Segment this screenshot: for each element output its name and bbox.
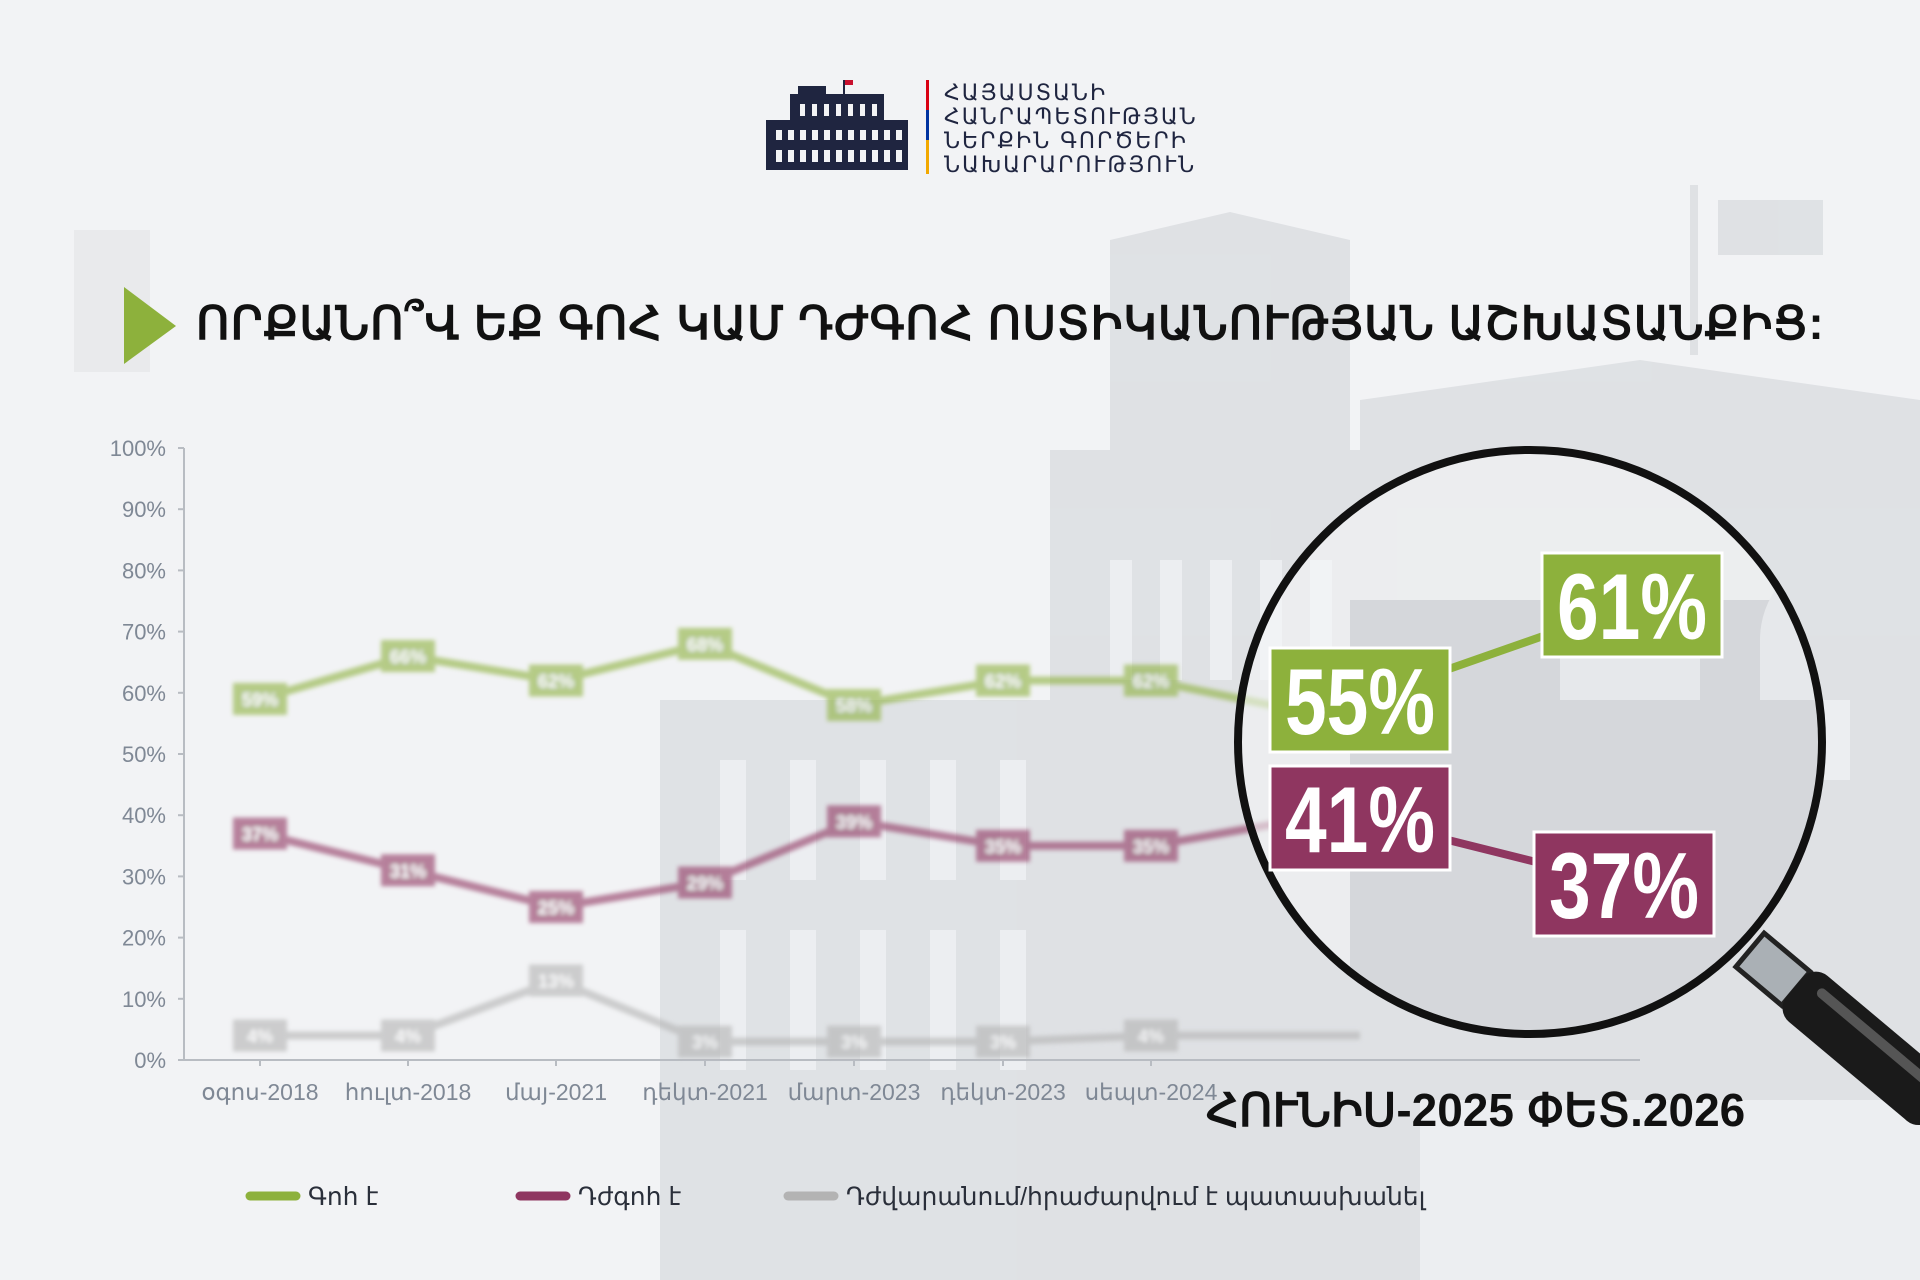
data-point-dissatisfied	[827, 805, 881, 838]
play-arrow-icon	[124, 287, 176, 364]
data-label-hard-to-say: 4%	[247, 1027, 273, 1047]
data-label-satisfied: 59%	[242, 690, 278, 710]
chart-series-magnified: 55% 61% 41% 37%	[1268, 551, 1724, 938]
data-label-satisfied: 68%	[687, 635, 723, 655]
y-tick-label: 40%	[122, 803, 166, 828]
data-point-hard-to-say	[529, 964, 583, 997]
data-label-dissatisfied: 25%	[538, 898, 574, 918]
data-label-zoom-satisfied: 61%	[1557, 554, 1707, 659]
data-point-hard-to-say	[1124, 1019, 1178, 1052]
data-label-dissatisfied: 31%	[390, 861, 426, 881]
data-point-dissatisfied	[381, 854, 435, 887]
data-point-dissatisfied	[976, 829, 1030, 862]
y-tick-label: 10%	[122, 987, 166, 1012]
armenian-flag-bar	[926, 80, 929, 174]
data-label-hard-to-say: 13%	[538, 971, 574, 991]
data-point-satisfied	[529, 664, 583, 697]
data-point-hard-to-say	[976, 1025, 1030, 1058]
data-label-hard-to-say: 3%	[692, 1033, 718, 1053]
data-point-zoom-dissatisfied	[1532, 830, 1716, 938]
data-label-zoom-satisfied: 55%	[1285, 649, 1435, 754]
x-tick-label: սեպտ-2024	[1085, 1079, 1218, 1105]
data-point-hard-to-say	[381, 1019, 435, 1052]
data-label-dissatisfied: 29%	[687, 874, 723, 894]
data-label-zoom-dissatisfied: 37%	[1549, 833, 1699, 938]
data-label-hard-to-say: 3%	[841, 1033, 867, 1053]
data-label-satisfied: 58%	[836, 696, 872, 716]
ministry-line-1: ՀԱՅԱՍՏԱՆԻ	[944, 81, 1108, 106]
data-label-hard-to-say: 3%	[990, 1033, 1016, 1053]
data-label-satisfied: 62%	[1133, 672, 1169, 692]
heading-bar	[74, 230, 176, 372]
x-axis-labels: օգոս-2018 հուլտ-2018 մայ-2021 դեկտ-2021 մարտ…	[201, 1079, 1745, 1136]
x-tick-label: օգոս-2018	[201, 1079, 318, 1105]
data-point-satisfied	[1124, 664, 1178, 697]
y-tick-label: 60%	[122, 681, 166, 706]
x-tick-label: մայ-2021	[505, 1079, 607, 1105]
ministry-line-3: ՆԵՐՔԻՆ ԳՈՐԾԵՐԻ	[944, 129, 1188, 154]
x-tick-label-highlight: ՓԵՏ.2026	[1527, 1084, 1746, 1136]
data-point-hard-to-say	[827, 1025, 881, 1058]
data-label-zoom-dissatisfied: 41%	[1285, 767, 1435, 872]
data-label-hard-to-say: 4%	[395, 1027, 421, 1047]
data-label-dissatisfied: 35%	[985, 837, 1021, 857]
legend-label-hard-to-say: Դժվարանում/հրաժարվում է պատասխանել	[846, 1183, 1427, 1211]
y-tick-label: 50%	[122, 742, 166, 767]
y-tick-label: 80%	[122, 558, 166, 583]
data-point-zoom-satisfied	[1540, 551, 1724, 659]
data-label-dissatisfied: 39%	[836, 812, 872, 832]
data-point-hard-to-say	[233, 1019, 287, 1052]
data-label-satisfied: 62%	[985, 672, 1021, 692]
data-label-hard-to-say: 4%	[1138, 1027, 1164, 1047]
data-point-satisfied	[381, 640, 435, 673]
data-label-satisfied: 66%	[390, 647, 426, 667]
data-point-satisfied	[827, 689, 881, 722]
y-tick-label: 20%	[122, 926, 166, 951]
ministry-line-2: ՀԱՆՐԱՊԵՏՈՒԹՅԱՆ	[944, 105, 1198, 130]
data-point-zoom-dissatisfied	[1268, 764, 1452, 872]
data-point-satisfied	[678, 627, 732, 660]
data-point-satisfied	[233, 682, 287, 715]
x-tick-label-highlight: ՀՈՒՆԻՍ-2025	[1206, 1084, 1514, 1136]
data-point-dissatisfied	[233, 817, 287, 850]
x-tick-label: հուլտ-2018	[345, 1079, 472, 1105]
data-point-dissatisfied	[529, 891, 583, 923]
y-tick-label: 30%	[122, 864, 166, 889]
legend: Գոհ է Դժգոհ է Դժվարանում/հրաժարվում է պատա…	[245, 1183, 1427, 1211]
data-point-zoom-satisfied	[1268, 646, 1452, 754]
chart-series-background: 59% 66% 62% 68% 58% 62% 62% 37% 31% 25% 29% 39% 35% 3…	[233, 627, 1361, 1058]
data-label-dissatisfied: 37%	[242, 825, 278, 845]
x-tick-label: մարտ-2023	[788, 1079, 921, 1105]
data-point-hard-to-say	[678, 1025, 732, 1058]
legend-label-satisfied: Գոհ է	[308, 1183, 378, 1211]
x-tick-label: դեկտ-2021	[642, 1079, 768, 1105]
y-tick-label: 70%	[122, 620, 166, 645]
data-point-satisfied	[976, 664, 1030, 697]
ministry-name: ՀԱՅԱՍՏԱՆԻ ՀԱՆՐԱՊԵՏՈՒԹՅԱՆ ՆԵՐՔԻՆ ԳՈՐԾԵՐԻ …	[944, 82, 1198, 178]
y-tick-label: 0%	[134, 1048, 166, 1073]
ministry-logo-icon	[766, 80, 908, 170]
question-title: ՈՐՔԱՆՈ՞Վ ԵՔ ԳՈՀ ԿԱՄ ԴԺԳՈՀ ՈՍՏԻԿԱՆՈՒԹՅԱՆ …	[196, 297, 1825, 349]
data-label-dissatisfied: 35%	[1133, 837, 1169, 857]
data-label-satisfied: 62%	[538, 672, 574, 692]
y-tick-label: 90%	[122, 497, 166, 522]
data-point-dissatisfied	[1124, 829, 1178, 862]
legend-label-dissatisfied: Դժգոհ է	[578, 1183, 681, 1211]
chart-axes: 0% 10% 20% 30% 40% 50% 60% 70% 80% 90% 100%	[110, 436, 1640, 1073]
data-point-dissatisfied	[678, 866, 732, 899]
y-tick-label: 100%	[110, 436, 166, 461]
ministry-line-4: ՆԱԽԱՐԱՐՈՒԹՅՈՒՆ	[944, 153, 1197, 178]
x-tick-label: դեկտ-2023	[940, 1079, 1066, 1105]
